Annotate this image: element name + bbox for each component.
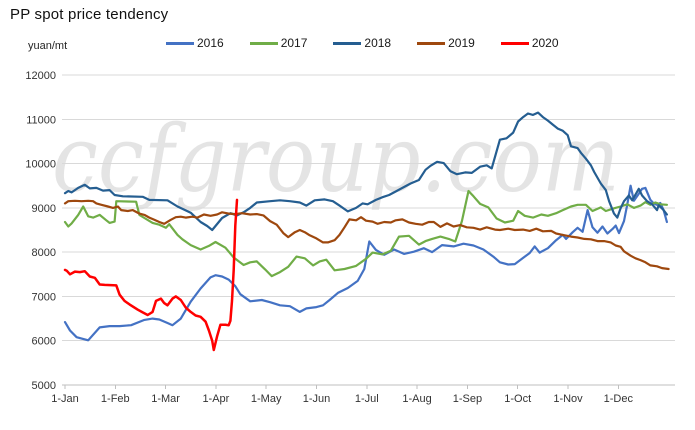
legend-item-2016[interactable]: 2016 [166, 36, 224, 50]
legend-swatch-2017 [249, 41, 278, 45]
y-tick-label-8000: 8000 [32, 247, 56, 259]
legend-label-2018: 2018 [364, 36, 392, 50]
x-tick-label-1-Apr: 1-Apr [202, 393, 229, 405]
legend-label-2016: 2016 [197, 36, 224, 50]
y-tick-label-5000: 5000 [32, 380, 56, 392]
x-tick-label-1-Oct: 1-Oct [504, 393, 531, 405]
y-tick-label-9000: 9000 [32, 203, 56, 215]
y-tick-label-12000: 12000 [25, 70, 56, 82]
legend-item-2020[interactable]: 2020 [500, 36, 559, 50]
x-tick-label-1-Jul: 1-Jul [355, 393, 379, 405]
legend-label-2020: 2020 [531, 36, 559, 50]
x-tick-label-1-Mar: 1-Mar [151, 393, 180, 405]
x-tick-label-1-May: 1-May [251, 393, 282, 405]
series-line-2018 [63, 111, 669, 232]
y-tick-label-10000: 10000 [25, 159, 56, 171]
legend-item-2018[interactable]: 2018 [333, 36, 391, 50]
legend-label-2019: 2019 [448, 36, 475, 50]
y-axis-unit-label: yuan/mt [28, 40, 68, 52]
x-tick-label-1-Sep: 1-Sep [453, 393, 482, 405]
series-line-2017 [63, 189, 669, 278]
series-line-2016 [63, 184, 669, 342]
y-tick-label-11000: 11000 [26, 114, 56, 126]
x-tick-label-1-Feb: 1-Feb [101, 393, 130, 405]
x-tick-label-1-Jan: 1-Jan [51, 393, 79, 405]
legend-label-2017: 2017 [280, 36, 308, 50]
legend-swatch-2020 [500, 41, 529, 45]
legend-item-2017[interactable]: 2017 [249, 36, 308, 50]
x-tick-label-1-Aug: 1-Aug [402, 393, 431, 405]
legend-item-2019[interactable]: 2019 [417, 36, 475, 50]
x-tick-label-1-Jun: 1-Jun [303, 393, 331, 405]
y-tick-label-7000: 7000 [32, 291, 56, 303]
y-tick-label-6000: 6000 [32, 336, 56, 348]
legend-swatch-2016 [166, 41, 194, 45]
chart-title: PP spot price tendency [10, 6, 169, 23]
series-line-2019 [63, 199, 670, 271]
legend-swatch-2018 [333, 41, 362, 45]
series-line-2020 [63, 198, 239, 352]
legend: 2016 2017 2018 2019 2020 [166, 36, 559, 50]
x-tick-label-1-Dec: 1-Dec [604, 393, 634, 405]
x-tick-label-1-Nov: 1-Nov [553, 393, 583, 405]
legend-swatch-2019 [417, 41, 446, 45]
